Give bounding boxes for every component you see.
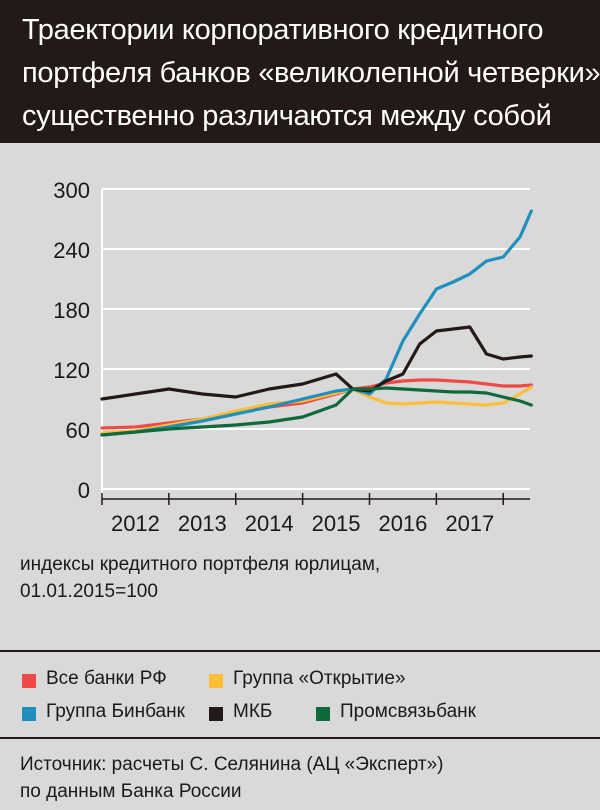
legend-swatch-binbank [22,707,36,721]
chart-title-line-1: Траектории корпоративного кредитного [22,14,544,46]
y-tick-label: 300 [53,178,90,203]
x-tick-label: 2016 [378,511,427,536]
chart-header: Траектории корпоративного кредитного пор… [0,0,600,143]
legend-swatch-otkritie [209,674,223,688]
series-line-3 [100,209,533,437]
x-tick-label: 2012 [111,511,160,536]
series-line-2 [100,385,533,435]
axis-note-line-2: 01.01.2015=100 [20,581,158,602]
chart-title-line-2: портфеля банков «великолепной четверки» [22,57,600,89]
legend-label-all-banks: Все банки РФ [46,668,167,689]
legend-label-otkritie: Группа «Открытие» [233,668,406,689]
line-chart: 0 60 120 180 240 300 2012 2013 2014 2015 2016 2017 [53,178,533,536]
y-tick-label: 180 [53,298,90,323]
legend-label-psb: Промсвязьбанк [340,701,476,722]
x-tick-label: 2015 [312,511,361,536]
y-tick-label: 120 [53,358,90,383]
axis-note-line-1: индексы кредитного портфеля юрлицам, [20,554,381,575]
legend-separator-bottom [0,737,600,739]
series-line-5 [100,386,533,437]
series-line-4 [100,325,533,401]
y-tick-label: 240 [53,238,90,263]
series-lines [100,209,533,437]
chart-title-line-3: существенно различаются между собой [22,100,552,132]
legend-swatch-all-banks [22,674,36,688]
x-tick-label: 2014 [245,511,294,536]
y-tick-label: 60 [66,418,90,443]
source-line-2: по данным Банка России [20,781,242,802]
source-line-1: Источник: расчеты С. Селянина (АЦ «Экспе… [20,754,444,775]
x-tick-label: 2017 [445,511,494,536]
y-axis-labels: 0 60 120 180 240 300 [53,178,90,503]
x-axis: 2012 2013 2014 2015 2016 2017 [101,493,530,536]
x-tick-label: 2013 [178,511,227,536]
gridlines [101,188,530,499]
legend-separator-top [0,650,600,652]
legend-swatch-mkb [209,707,223,721]
legend-label-mkb: МКБ [233,701,273,722]
legend-swatch-psb [316,707,330,721]
y-tick-label: 0 [78,478,90,503]
legend-label-binbank: Группа Бинбанк [46,701,185,722]
